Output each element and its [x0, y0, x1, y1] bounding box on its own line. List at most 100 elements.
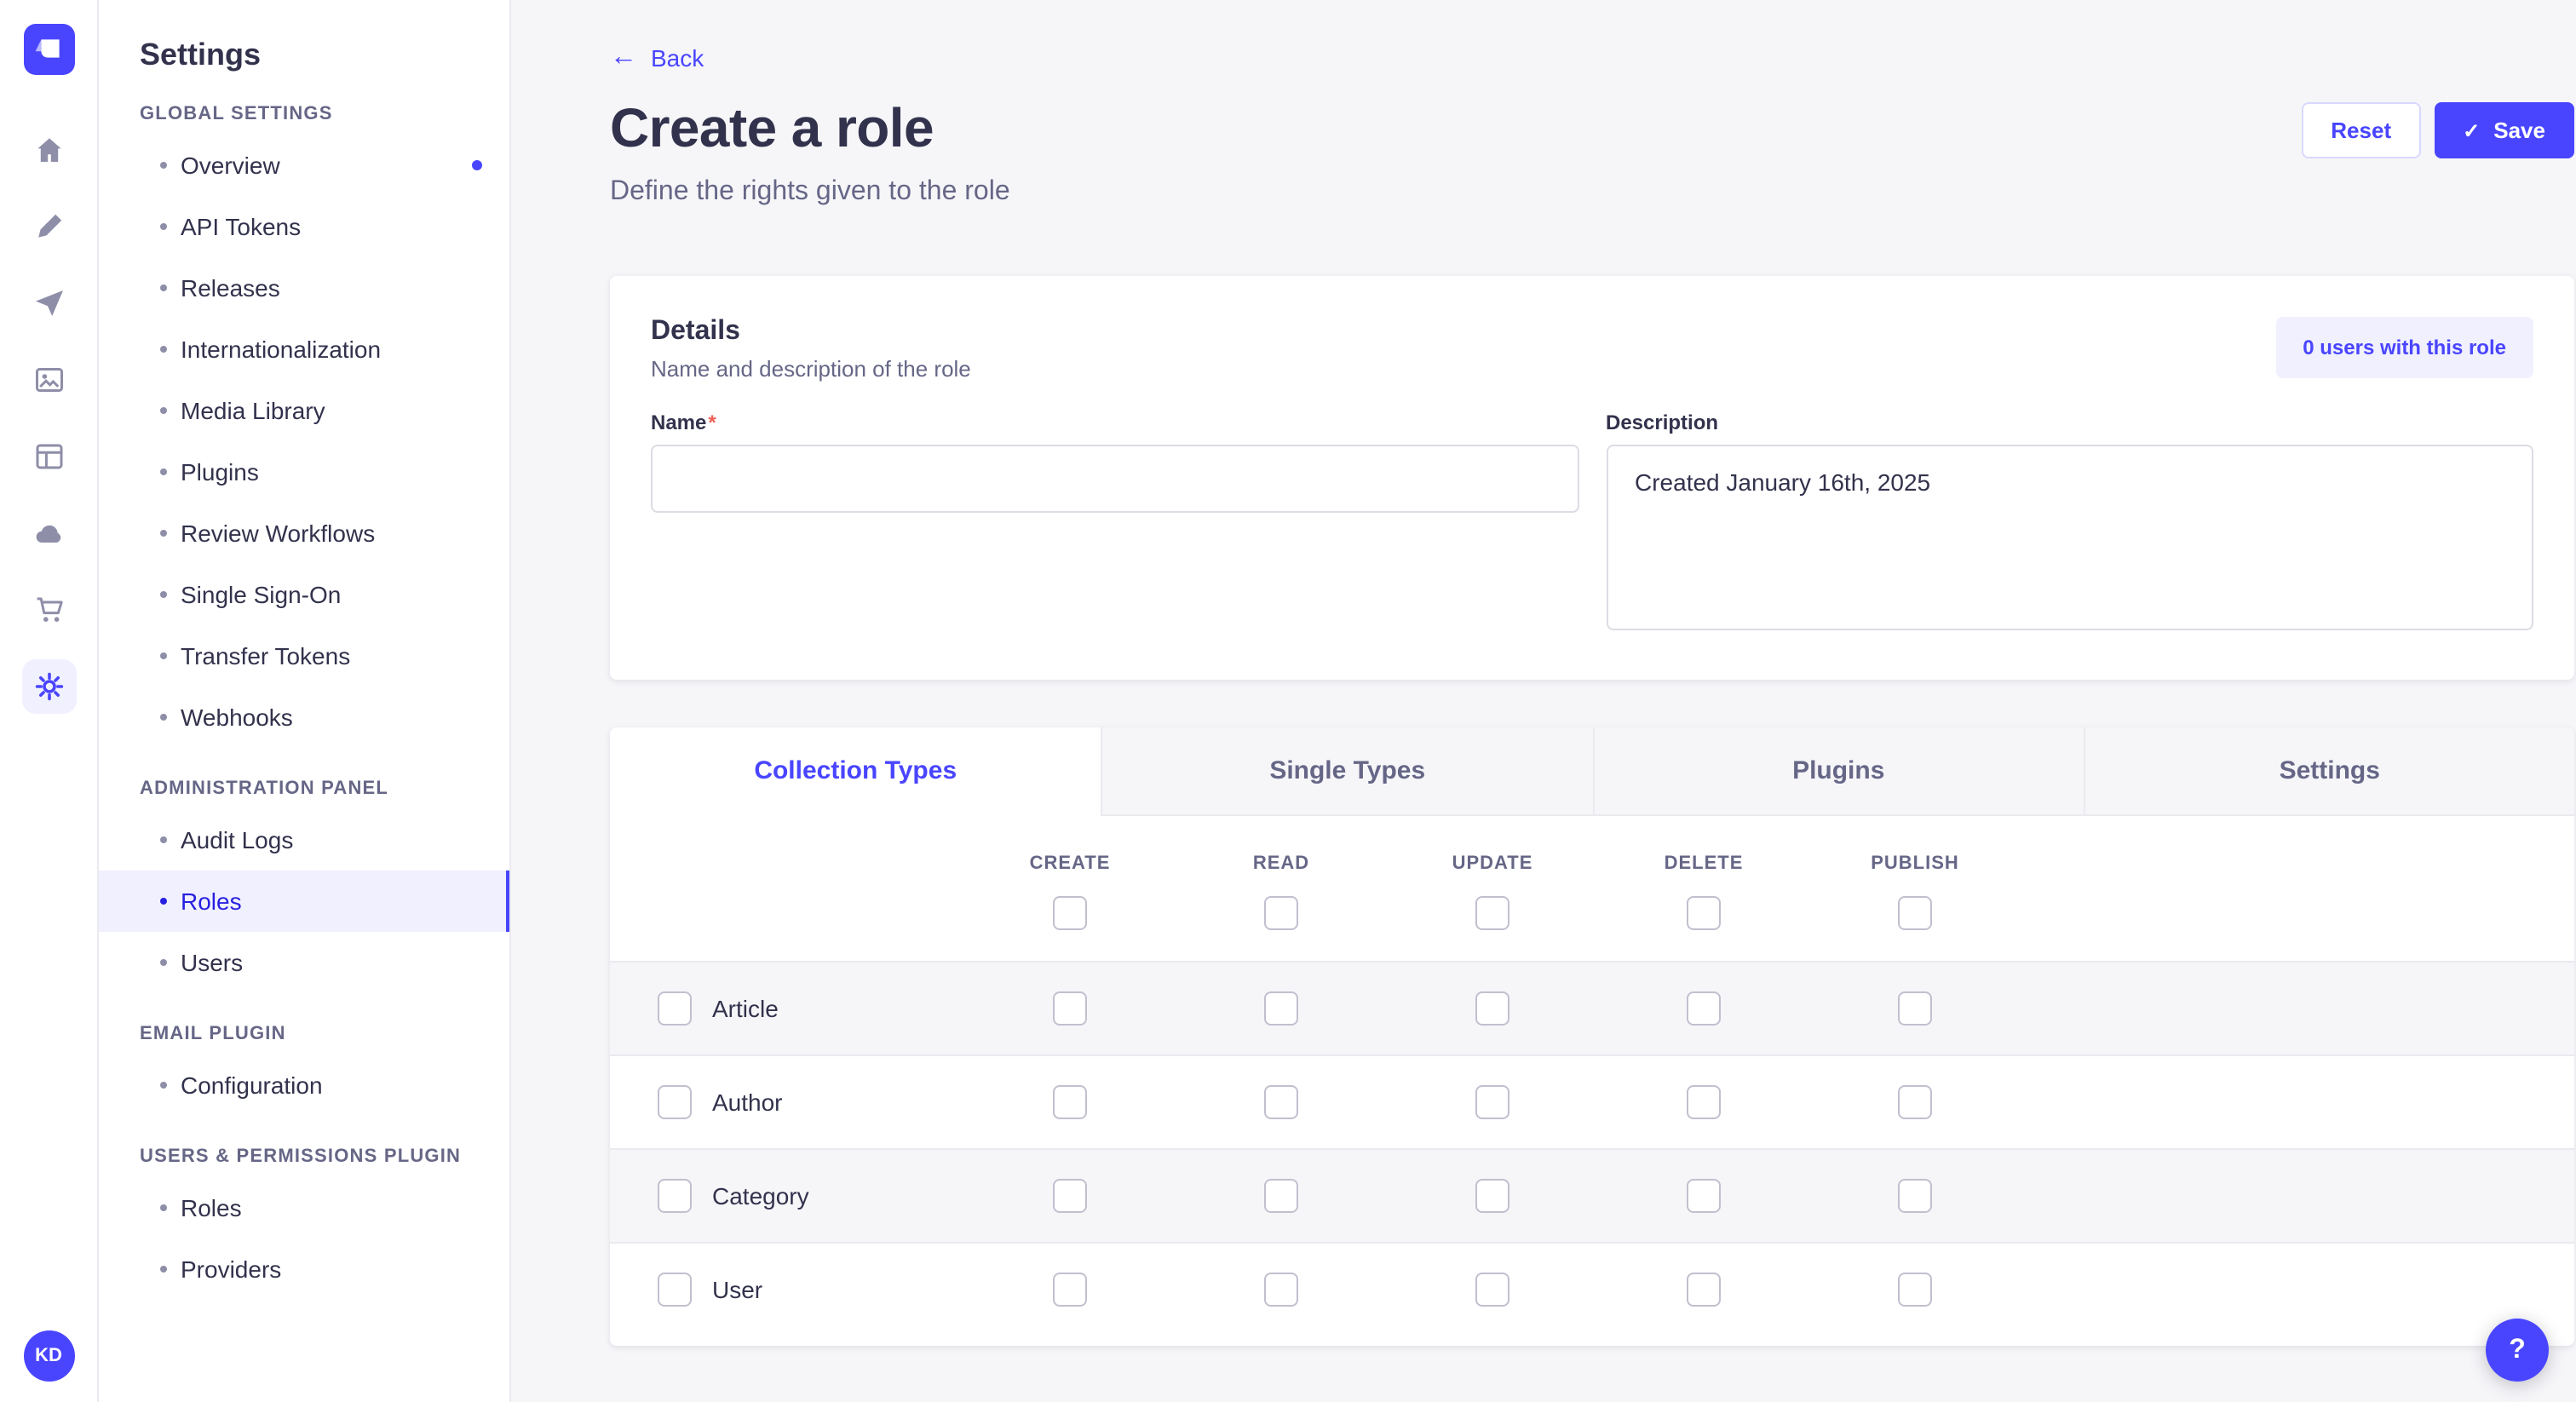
sidebar-item-audit-logs[interactable]: Audit Logs — [99, 809, 509, 871]
name-label: Name * — [651, 411, 716, 434]
author-create-checkbox[interactable] — [1053, 1085, 1087, 1119]
sidebar-item-label: API Tokens — [181, 213, 302, 240]
permissions-card: Collection Types Single Types Plugins Se… — [610, 727, 2574, 1346]
article-publish-checkbox[interactable] — [1898, 991, 1932, 1026]
bullet-icon — [160, 1266, 167, 1273]
row-select-checkbox[interactable] — [658, 991, 692, 1026]
bullet-icon — [160, 898, 167, 905]
reset-button[interactable]: Reset — [2302, 102, 2421, 158]
user-publish-checkbox[interactable] — [1898, 1273, 1932, 1307]
select-all-delete-checkbox[interactable] — [1687, 896, 1721, 930]
user-create-checkbox[interactable] — [1053, 1273, 1087, 1307]
bullet-icon — [160, 530, 167, 537]
cloud-icon[interactable] — [21, 506, 76, 560]
sidebar-item-roles[interactable]: Roles — [99, 871, 509, 932]
user-read-checkbox[interactable] — [1264, 1273, 1298, 1307]
column-header-create: CREATE — [1029, 853, 1111, 874]
category-read-checkbox[interactable] — [1264, 1179, 1298, 1213]
category-delete-checkbox[interactable] — [1687, 1179, 1721, 1213]
bullet-icon — [160, 1204, 167, 1211]
description-textarea[interactable]: Created January 16th, 2025 — [1606, 445, 2533, 630]
sidebar-item-up-roles[interactable]: Roles — [99, 1177, 509, 1238]
sidebar-item-internationalization[interactable]: Internationalization — [99, 319, 509, 380]
category-update-checkbox[interactable] — [1475, 1179, 1509, 1213]
sidebar-item-releases[interactable]: Releases — [99, 257, 509, 319]
author-delete-checkbox[interactable] — [1687, 1085, 1721, 1119]
sidebar-item-label: Review Workflows — [181, 520, 376, 547]
tab-collection-types[interactable]: Collection Types — [610, 727, 1101, 816]
select-all-read-checkbox[interactable] — [1264, 896, 1298, 930]
category-publish-checkbox[interactable] — [1898, 1179, 1932, 1213]
permissions-tabs: Collection Types Single Types Plugins Se… — [610, 727, 2574, 816]
section-label-administration-panel: ADMINISTRATION PANEL — [140, 779, 389, 799]
bullet-icon — [160, 652, 167, 659]
row-select-checkbox[interactable] — [658, 1273, 692, 1307]
bullet-icon — [160, 591, 167, 598]
strapi-logo[interactable] — [23, 24, 74, 75]
article-update-checkbox[interactable] — [1475, 991, 1509, 1026]
sidebar-item-label: Webhooks — [181, 704, 293, 731]
sidebar-title: Settings — [140, 37, 262, 72]
sidebar-item-users[interactable]: Users — [99, 932, 509, 993]
name-input[interactable] — [651, 445, 1578, 513]
row-label: User — [712, 1276, 763, 1303]
bullet-icon — [160, 284, 167, 291]
article-create-checkbox[interactable] — [1053, 991, 1087, 1026]
tab-plugins[interactable]: Plugins — [1592, 727, 2084, 816]
author-read-checkbox[interactable] — [1264, 1085, 1298, 1119]
bullet-icon — [160, 959, 167, 966]
check-icon: ✓ — [2463, 118, 2481, 142]
article-delete-checkbox[interactable] — [1687, 991, 1721, 1026]
sidebar-item-webhooks[interactable]: Webhooks — [99, 687, 509, 748]
article-read-checkbox[interactable] — [1264, 991, 1298, 1026]
sidebar-item-plugins[interactable]: Plugins — [99, 441, 509, 503]
row-select-checkbox[interactable] — [658, 1085, 692, 1119]
section-label-global-settings: GLOBAL SETTINGS — [140, 104, 333, 124]
user-avatar[interactable]: KD — [23, 1330, 74, 1382]
back-link[interactable]: ← Back — [610, 43, 704, 72]
row-select-checkbox[interactable] — [658, 1179, 692, 1213]
settings-icon[interactable] — [21, 659, 76, 714]
permission-row-user: User — [610, 1242, 2574, 1336]
sidebar-item-overview[interactable]: Overview — [99, 135, 509, 196]
user-delete-checkbox[interactable] — [1687, 1273, 1721, 1307]
column-header-publish: PUBLISH — [1871, 853, 1959, 874]
column-header-delete: DELETE — [1664, 853, 1744, 874]
sidebar-item-media-library[interactable]: Media Library — [99, 380, 509, 441]
sidebar-item-review-workflows[interactable]: Review Workflows — [99, 503, 509, 564]
select-all-create-checkbox[interactable] — [1053, 896, 1087, 930]
marketplace-icon[interactable] — [21, 583, 76, 637]
help-button[interactable]: ? — [2486, 1319, 2549, 1382]
media-library-icon[interactable] — [21, 353, 76, 407]
sidebar-item-label: Single Sign-On — [181, 581, 342, 608]
bullet-icon — [160, 223, 167, 230]
content-type-builder-icon[interactable] — [21, 199, 76, 254]
name-field-group: Name * — [651, 411, 1578, 513]
sidebar-item-providers[interactable]: Providers — [99, 1238, 509, 1300]
details-card: Details Name and description of the role… — [610, 276, 2574, 680]
tab-settings[interactable]: Settings — [2083, 727, 2574, 816]
permission-row-category: Category — [610, 1148, 2574, 1242]
tab-single-types[interactable]: Single Types — [1101, 727, 1592, 816]
sidebar-item-transfer-tokens[interactable]: Transfer Tokens — [99, 625, 509, 687]
sidebar-item-single-sign-on[interactable]: Single Sign-On — [99, 564, 509, 625]
administration-panel-list: Audit Logs Roles Users — [99, 809, 509, 993]
user-update-checkbox[interactable] — [1475, 1273, 1509, 1307]
content-manager-icon[interactable] — [21, 429, 76, 484]
sidebar-item-label: Internationalization — [181, 336, 382, 363]
sidebar-item-configuration[interactable]: Configuration — [99, 1054, 509, 1116]
select-all-publish-checkbox[interactable] — [1898, 896, 1932, 930]
select-all-update-checkbox[interactable] — [1475, 896, 1509, 930]
users-with-role-badge[interactable]: 0 users with this role — [2275, 317, 2533, 378]
header-actions: Reset ✓ Save — [2302, 102, 2574, 158]
home-icon[interactable] — [21, 123, 76, 177]
category-create-checkbox[interactable] — [1053, 1179, 1087, 1213]
bullet-icon — [160, 346, 167, 353]
save-button[interactable]: ✓ Save — [2434, 102, 2574, 158]
author-publish-checkbox[interactable] — [1898, 1085, 1932, 1119]
sidebar-item-api-tokens[interactable]: API Tokens — [99, 196, 509, 257]
deploy-icon[interactable] — [21, 276, 76, 330]
author-update-checkbox[interactable] — [1475, 1085, 1509, 1119]
sidebar-item-label: Audit Logs — [181, 826, 294, 853]
column-header-read: READ — [1252, 853, 1310, 874]
